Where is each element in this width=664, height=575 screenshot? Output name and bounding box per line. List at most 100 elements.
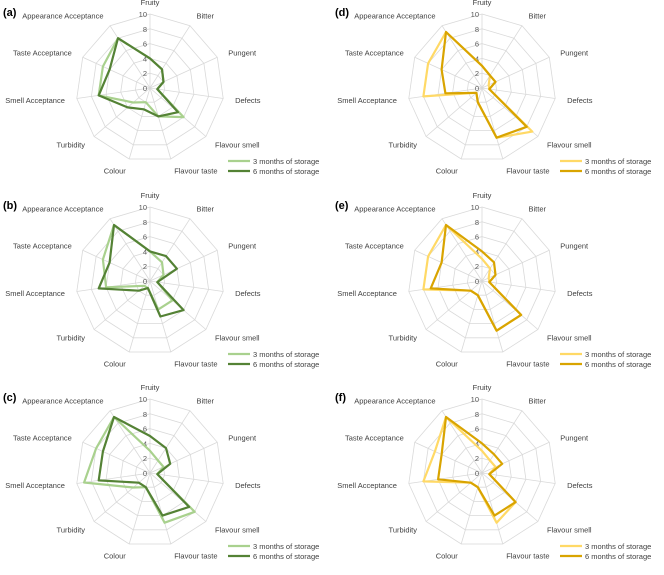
radar-chart-e: (e) 0 2 4 6 8 10 Fruity Bitter Pungent Defects Flav… [332, 191, 664, 383]
axis-label-turbidity: Turbidity [57, 140, 86, 149]
panel-label: (d) [335, 7, 349, 19]
axis-label-fruity: Fruity [473, 383, 492, 392]
axis-label-pungent: Pungent [228, 48, 257, 57]
legend-label: 3 months of storage [253, 350, 319, 359]
axis-label-fruity: Fruity [141, 0, 160, 7]
axis-label-pungent: Pungent [560, 48, 589, 57]
axis-spoke [460, 472, 483, 545]
grid-ring [437, 236, 527, 325]
tick-label: 6 [475, 40, 479, 49]
axis-spoke [441, 218, 483, 282]
axis-label-turbidity: Turbidity [389, 333, 418, 342]
series-line-6-months [97, 223, 185, 318]
axis-spoke [82, 56, 151, 89]
axis-label-colour: Colour [104, 360, 127, 369]
axis-spoke [481, 472, 556, 484]
grid-ring [452, 250, 512, 310]
tick-label: 10 [471, 395, 479, 404]
radar-svg-d: (d) 0 2 4 6 8 10 Fruity Bitter Pungent Defects Flav… [335, 0, 651, 176]
axis-label-flavour-smell: Flavour smell [215, 525, 260, 534]
tick-label: 8 [143, 25, 147, 34]
axis-label-pungent: Pungent [560, 433, 589, 442]
radar-chart-c: (c) 0 2 4 6 8 10 Fruity Bitter Pungent Defects Flav… [0, 383, 332, 575]
legend-label: 6 months of storage [253, 167, 319, 176]
axis-label-appearance-acceptance: Appearance Acceptance [354, 205, 435, 214]
grid-ring [408, 398, 556, 545]
axis-spoke [441, 25, 483, 89]
grid-ring [422, 413, 542, 531]
axis-label-pungent: Pungent [560, 241, 589, 250]
tick-label: 0 [143, 84, 147, 93]
radar-svg-a: (a) 0 2 4 6 8 10 Fruity Bitter Pungent Defects Flav… [3, 0, 319, 176]
axis-label-taste-acceptance: Taste Acceptance [13, 241, 72, 250]
tick-label: 10 [471, 203, 479, 212]
panel-label: (a) [3, 7, 17, 19]
axis-spoke [481, 280, 504, 353]
panel-label: (b) [3, 200, 17, 212]
axis-label-defects: Defects [567, 289, 593, 298]
axis-label-turbidity: Turbidity [57, 333, 86, 342]
tick-label: 6 [143, 425, 147, 434]
tick-label: 2 [143, 69, 147, 78]
axis-label-defects: Defects [235, 481, 261, 490]
axis-spoke [408, 280, 483, 292]
grid-ring [105, 236, 195, 325]
tick-label: 8 [143, 410, 147, 419]
axis-label-fruity: Fruity [473, 0, 492, 7]
axis-label-smell-acceptance: Smell Acceptance [5, 289, 65, 298]
axis-spoke [149, 25, 191, 89]
tick-label: 6 [475, 425, 479, 434]
tick-label: 4 [143, 247, 147, 256]
axis-spoke [481, 280, 556, 292]
axis-label-colour: Colour [104, 167, 127, 176]
legend-label: 3 months of storage [585, 350, 651, 359]
grid-ring [90, 28, 210, 146]
tick-label: 10 [139, 203, 147, 212]
radar-svg-e: (e) 0 2 4 6 8 10 Fruity Bitter Pungent Defects Flav… [335, 191, 651, 369]
tick-label: 4 [143, 54, 147, 63]
axis-spoke [441, 410, 483, 474]
axis-spoke [425, 472, 483, 522]
axis-label-turbidity: Turbidity [389, 525, 418, 534]
axis-spoke [481, 87, 504, 160]
axis-label-turbidity: Turbidity [57, 525, 86, 534]
axis-spoke [149, 472, 207, 522]
axis-label-taste-acceptance: Taste Acceptance [13, 433, 72, 442]
tick-label: 10 [471, 10, 479, 19]
grid-ring [120, 442, 180, 502]
axis-label-defects: Defects [567, 96, 593, 105]
axis-label-flavour-smell: Flavour smell [547, 333, 592, 342]
tick-label: 6 [143, 233, 147, 242]
legend-label: 6 months of storage [585, 552, 651, 561]
tick-label: 4 [143, 439, 147, 448]
axis-label-colour: Colour [436, 552, 459, 561]
legend-label: 6 months of storage [585, 167, 651, 176]
legend-label: 3 months of storage [585, 157, 651, 166]
axis-label-flavour-smell: Flavour smell [215, 333, 260, 342]
panel-label: (f) [335, 392, 346, 404]
axis-spoke [481, 472, 504, 545]
axis-spoke [425, 87, 483, 137]
axis-spoke [109, 25, 151, 89]
tick-label: 2 [143, 454, 147, 463]
axis-spoke [128, 280, 151, 353]
tick-label: 0 [143, 469, 147, 478]
tick-label: 8 [475, 218, 479, 227]
axis-label-defects: Defects [235, 289, 261, 298]
axis-spoke [109, 218, 151, 282]
axis-label-flavour-smell: Flavour smell [547, 140, 592, 149]
series-line-3-months [422, 415, 517, 524]
axis-spoke [82, 249, 151, 282]
axis-spoke [414, 249, 483, 282]
tick-label: 8 [143, 218, 147, 227]
axis-spoke [414, 56, 483, 89]
panel-label: (c) [3, 392, 17, 404]
axis-label-taste-acceptance: Taste Acceptance [345, 48, 404, 57]
tick-label: 6 [475, 233, 479, 242]
axis-spoke [128, 87, 151, 160]
legend-label: 3 months of storage [253, 157, 319, 166]
axis-label-smell-acceptance: Smell Acceptance [5, 96, 65, 105]
tick-label: 0 [475, 84, 479, 93]
axis-label-smell-acceptance: Smell Acceptance [337, 481, 397, 490]
axis-label-taste-acceptance: Taste Acceptance [345, 241, 404, 250]
